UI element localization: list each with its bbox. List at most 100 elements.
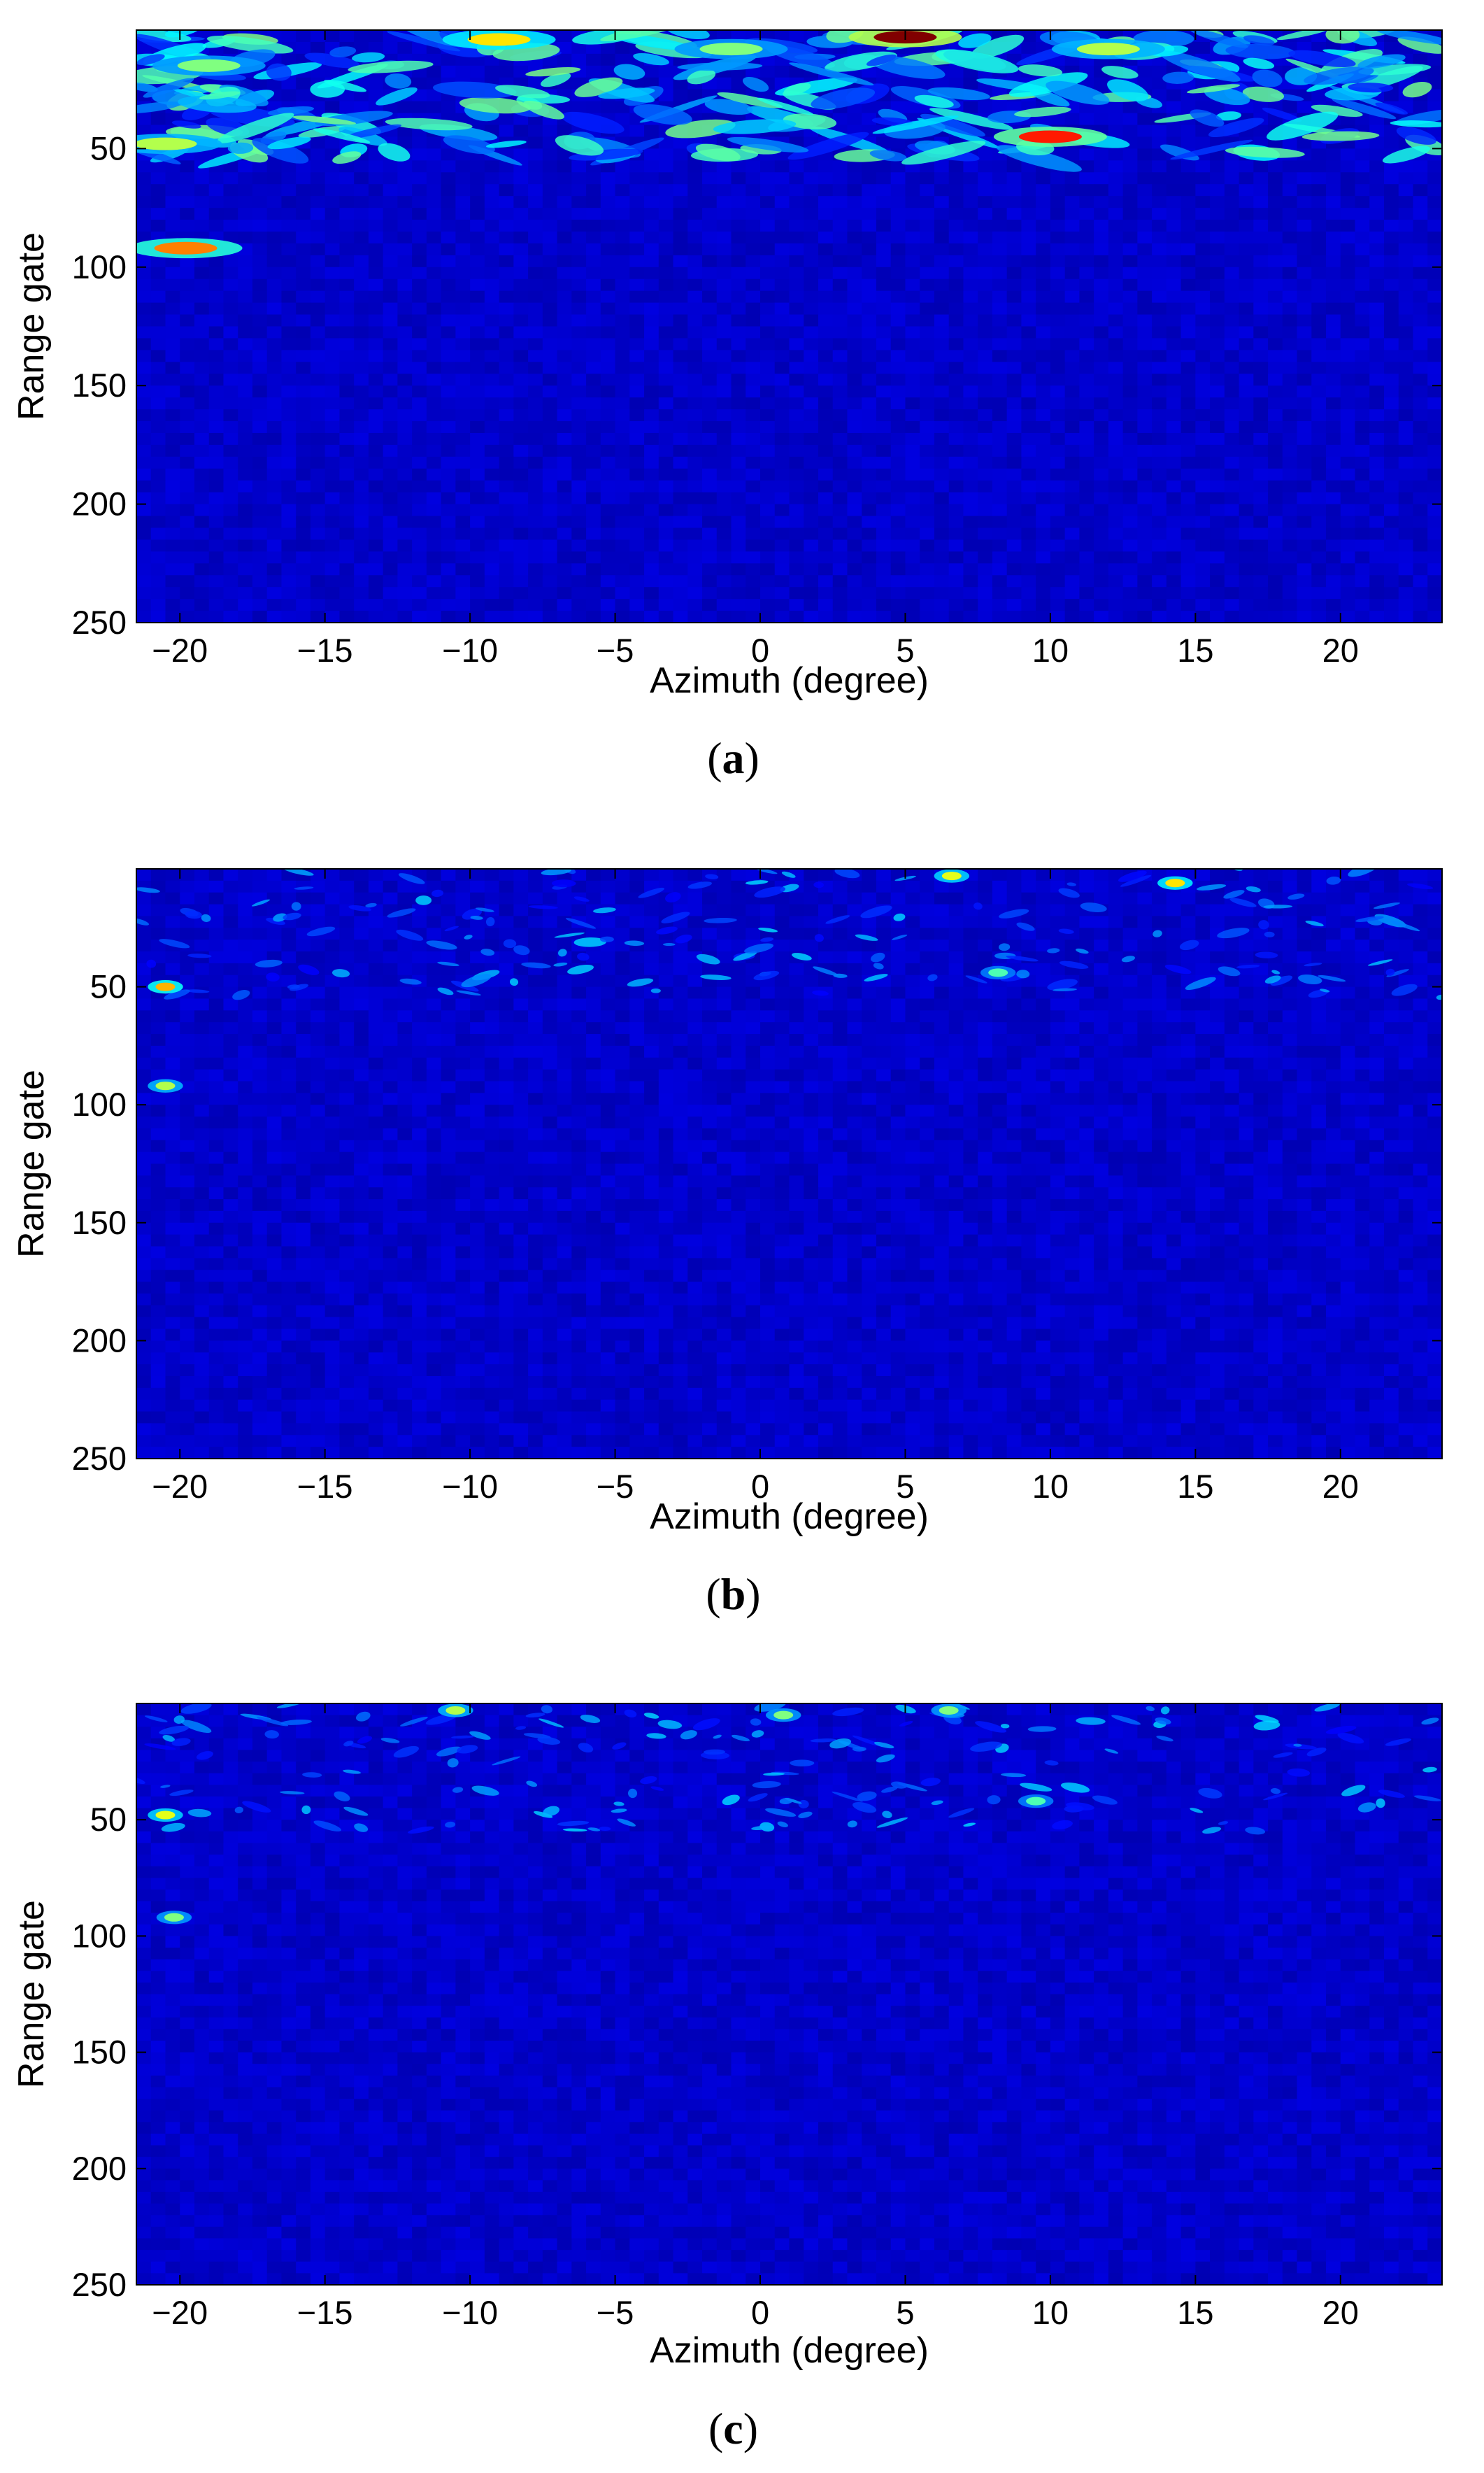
- heatmap-cell: [600, 539, 616, 552]
- heatmap-cell: [499, 444, 514, 458]
- heatmap-cell: [150, 869, 166, 881]
- heatmap-cell: [165, 880, 180, 893]
- heatmap-cell: [948, 362, 964, 374]
- heatmap-cell: [1050, 444, 1066, 458]
- heatmap-cell: [426, 101, 442, 114]
- heatmap-cell: [731, 243, 746, 256]
- heatmap-cell: [673, 611, 688, 623]
- heatmap-cell: [1369, 599, 1385, 611]
- heatmap-cell: [673, 880, 688, 893]
- heatmap-cell: [948, 338, 964, 350]
- heatmap-cell: [1050, 421, 1066, 434]
- clutter-blob: [811, 87, 876, 109]
- heatmap-cell: [1137, 65, 1153, 78]
- heatmap-cell: [1326, 563, 1341, 576]
- heatmap-cell: [905, 468, 920, 481]
- heatmap-cell: [934, 77, 950, 90]
- heatmap-cell: [716, 385, 732, 398]
- heatmap-cell: [920, 456, 935, 469]
- heatmap-cell: [1021, 267, 1036, 280]
- heatmap-cell: [441, 350, 456, 362]
- heatmap-cell: [992, 385, 1008, 398]
- heatmap-cell: [992, 326, 1008, 339]
- heatmap-cell: [383, 516, 398, 529]
- heatmap-cell: [165, 432, 180, 446]
- heatmap-cell: [658, 278, 674, 292]
- heatmap-cell: [571, 326, 587, 339]
- heatmap-cell: [687, 397, 703, 410]
- heatmap-cell: [208, 456, 224, 469]
- heatmap-cell: [1239, 208, 1254, 220]
- heatmap-cell: [1297, 160, 1312, 173]
- heatmap-cell: [716, 362, 732, 374]
- heatmap-cell: [789, 338, 804, 350]
- heatmap-cell: [673, 385, 688, 398]
- heatmap-cell: [426, 208, 442, 220]
- heatmap-cell: [934, 563, 950, 576]
- heatmap-cell: [455, 208, 471, 220]
- heatmap-cell: [905, 421, 920, 434]
- heatmap-cell: [687, 421, 703, 434]
- heatmap-cell: [934, 326, 950, 339]
- heatmap-cell: [470, 231, 485, 244]
- heatmap-cell: [760, 563, 776, 576]
- heatmap-cell: [528, 314, 543, 327]
- heatmap-cell: [557, 599, 572, 611]
- heatmap-cell: [1253, 599, 1269, 611]
- heatmap-cell: [804, 374, 819, 386]
- heatmap-cell: [920, 362, 935, 374]
- heatmap-cell: [1369, 480, 1385, 493]
- heatmap-cell: [804, 338, 819, 350]
- heatmap-cell: [818, 611, 834, 623]
- heatmap-cell: [1036, 456, 1051, 469]
- heatmap-cell: [470, 551, 485, 564]
- heatmap-cell: [673, 231, 688, 244]
- heatmap-cell: [136, 314, 152, 327]
- heatmap-cell: [208, 516, 224, 529]
- heatmap-cell: [238, 267, 253, 280]
- heatmap-cell: [223, 314, 238, 327]
- heatmap-cell: [1152, 432, 1167, 446]
- heatmap-cell: [1050, 611, 1066, 623]
- heatmap-cell: [1413, 314, 1428, 327]
- heatmap-cell: [1021, 516, 1036, 529]
- heatmap-cell: [310, 208, 326, 220]
- heatmap-cell: [528, 504, 543, 517]
- heatmap-cell: [920, 208, 935, 220]
- heatmap-cell: [470, 456, 485, 469]
- heatmap-cell: [1268, 409, 1283, 422]
- heatmap-cell: [223, 172, 238, 185]
- heatmap-cell: [934, 208, 950, 220]
- heatmap-cell: [455, 184, 471, 197]
- heatmap-cell: [499, 563, 514, 576]
- heatmap-cell: [1427, 255, 1442, 268]
- heatmap-cell: [1369, 290, 1385, 304]
- heatmap-cell: [1036, 385, 1051, 398]
- heatmap-cell: [1413, 302, 1428, 316]
- heatmap-cell: [862, 290, 877, 304]
- heatmap-cell: [702, 421, 718, 434]
- heatmap-cell: [934, 362, 950, 374]
- heatmap-cell: [368, 41, 384, 55]
- heatmap-cell: [789, 575, 804, 588]
- heatmap-cell: [484, 421, 500, 434]
- heatmap-cell: [557, 184, 572, 197]
- clutter-blob: [665, 30, 710, 40]
- heatmap-cell: [1311, 599, 1327, 611]
- heatmap-cell: [1036, 575, 1051, 588]
- hotspot: [154, 241, 217, 255]
- heatmap-cell: [238, 314, 253, 327]
- heatmap-cell: [194, 267, 210, 280]
- heatmap-cell: [484, 278, 500, 292]
- heatmap-cell: [876, 362, 892, 374]
- heatmap-cell: [1210, 326, 1225, 339]
- heatmap-cell: [1369, 314, 1385, 327]
- heatmap-cell: [1268, 456, 1283, 469]
- heatmap-cell: [296, 243, 311, 256]
- heatmap-cell: [208, 362, 224, 374]
- heatmap-cell: [528, 267, 543, 280]
- heatmap-cell: [832, 350, 848, 362]
- heatmap-cell: [1195, 220, 1211, 232]
- heatmap-cell: [1152, 243, 1167, 256]
- heatmap-cell: [1413, 267, 1428, 280]
